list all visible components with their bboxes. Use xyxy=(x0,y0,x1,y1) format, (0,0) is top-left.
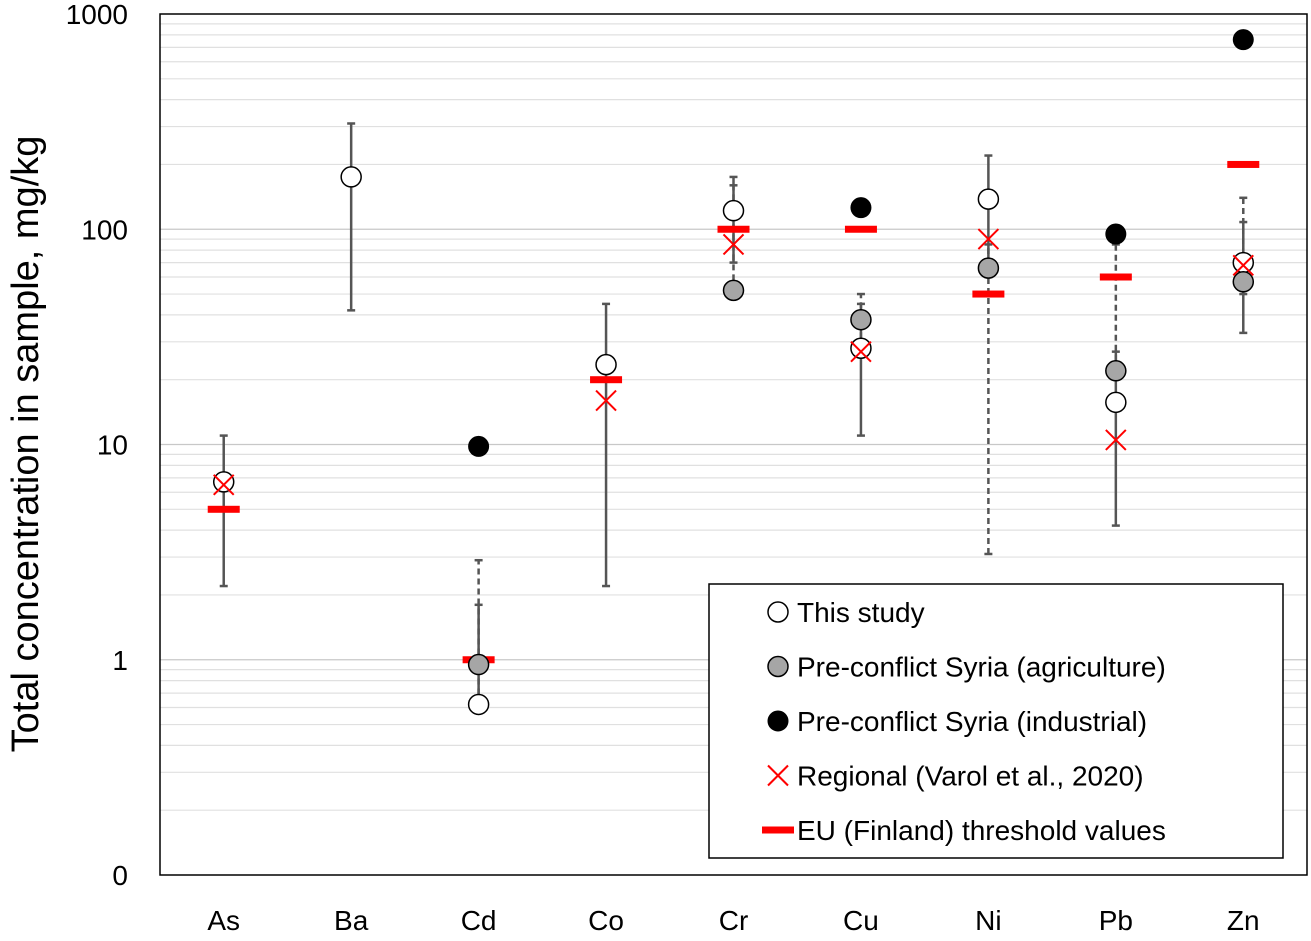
marker-black-circle xyxy=(468,435,490,457)
x-tick-label: Zn xyxy=(1227,905,1260,936)
legend-label: Pre-conflict Syria (industrial) xyxy=(797,706,1147,737)
y-tick-label: 1000 xyxy=(66,0,128,30)
x-stroke xyxy=(213,474,235,496)
marker-open-circle xyxy=(467,693,490,716)
x-stroke xyxy=(977,228,1000,250)
marker-open-circle xyxy=(595,353,617,376)
legend-symbol-gray-circle xyxy=(767,655,789,678)
marker-dash xyxy=(717,225,750,233)
y-axis-label: Total concentration in sample, mg/kg xyxy=(5,136,47,753)
marker-gray-circle xyxy=(467,653,490,676)
legend-symbol-black-circle xyxy=(767,710,789,732)
marker-open-circle xyxy=(1105,391,1127,414)
marker-open-circle xyxy=(212,471,235,493)
marker-x xyxy=(977,228,1000,250)
legend-box xyxy=(708,583,1284,859)
x-stroke xyxy=(595,389,617,412)
x-tick-label: Ni xyxy=(975,905,1001,936)
plot-area-border xyxy=(159,13,1308,876)
marker-gray-circle xyxy=(1232,271,1255,293)
legend-symbol-open-circle xyxy=(767,601,789,623)
marker-x xyxy=(850,340,872,363)
marker-gray-circle xyxy=(977,257,1000,279)
y-tick-label: 10 xyxy=(97,430,128,461)
x-stroke xyxy=(1105,429,1127,451)
marker-gray-circle xyxy=(722,279,745,302)
marker-dash xyxy=(972,290,1005,298)
legend-label: Pre-conflict Syria (agriculture) xyxy=(797,652,1166,683)
marker-x xyxy=(213,474,235,496)
marker-black-circle xyxy=(1105,223,1127,245)
x-stroke xyxy=(1232,254,1254,277)
x-tick-label: Cu xyxy=(843,905,879,936)
legend-label: Regional (Varol et al., 2020) xyxy=(797,761,1144,792)
x-stroke xyxy=(722,233,745,256)
legend-label: This study xyxy=(797,597,925,628)
marker-open-circle xyxy=(722,199,745,222)
marker-gray-circle xyxy=(1105,360,1127,382)
marker-gray-circle xyxy=(850,308,872,331)
data-markers xyxy=(207,29,1260,716)
legend-symbol-x xyxy=(767,764,789,787)
marker-open-circle xyxy=(340,166,362,188)
legend: This study Pre-conflict Syria (agricultur… xyxy=(708,583,1284,859)
y-tick-label: 100 xyxy=(81,214,128,245)
marker-open-circle xyxy=(1232,251,1255,274)
x-stroke xyxy=(767,764,789,787)
x-tick-label: Co xyxy=(588,905,624,936)
marker-x xyxy=(722,233,745,256)
marker-black-circle xyxy=(1232,29,1254,51)
y-tick-label: 0 xyxy=(112,860,128,891)
legend-symbol-dash xyxy=(762,826,794,834)
y-tick-label: 1 xyxy=(112,645,128,676)
marker-x xyxy=(1105,429,1127,451)
x-tick-label: Cr xyxy=(719,905,749,936)
x-tick-label: As xyxy=(207,905,240,936)
marker-dash xyxy=(207,505,240,513)
y-axis-ticks: 0 1 10 100 1000 xyxy=(66,0,128,891)
legend-label: EU (Finland) threshold values xyxy=(797,815,1166,846)
marker-x xyxy=(595,389,617,412)
x-stroke xyxy=(850,340,872,363)
marker-black-circle xyxy=(850,197,872,219)
marker-dash xyxy=(1227,160,1260,168)
marker-dash xyxy=(844,225,877,233)
x-axis-ticks: As Ba Cd Co Cr Cu Ni Pb Zn xyxy=(207,905,1259,936)
marker-dash xyxy=(590,376,623,384)
marker-dash xyxy=(1099,273,1132,281)
marker-open-circle xyxy=(977,188,1000,210)
marker-x xyxy=(1232,254,1254,277)
x-tick-label: Ba xyxy=(334,905,369,936)
x-tick-label: Cd xyxy=(461,905,497,936)
x-tick-label: Pb xyxy=(1099,905,1133,936)
marker-open-circle xyxy=(850,337,872,359)
